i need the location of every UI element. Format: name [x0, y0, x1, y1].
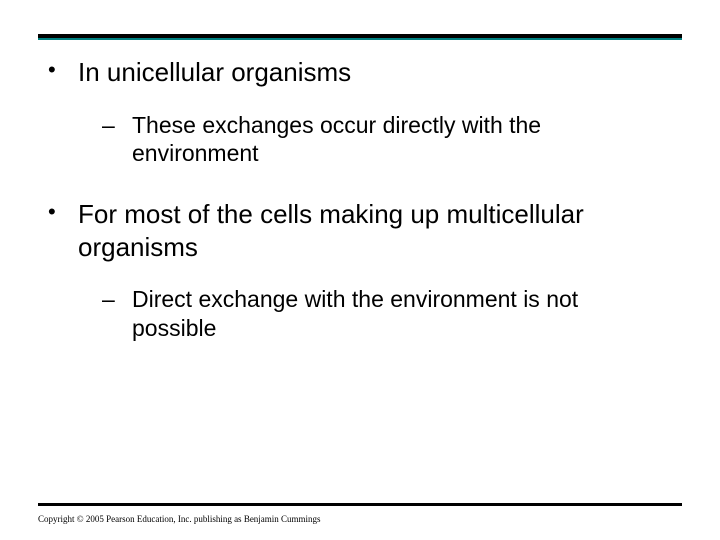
bullet-level1: • In unicellular organisms: [48, 56, 682, 89]
slide-content: • In unicellular organisms – These excha…: [38, 56, 682, 373]
copyright-text: Copyright © 2005 Pearson Education, Inc.…: [38, 514, 321, 524]
bottom-horizontal-rule: [38, 503, 682, 506]
bullet-level1: • For most of the cells making up multic…: [48, 198, 682, 263]
bullet-marker: –: [102, 285, 132, 343]
bullet-marker: •: [48, 56, 78, 89]
bullet-level2: – Direct exchange with the environment i…: [102, 285, 682, 343]
bullet-marker: –: [102, 111, 132, 169]
bullet-marker: •: [48, 198, 78, 263]
bullet-text: In unicellular organisms: [78, 56, 682, 89]
bullet-text: Direct exchange with the environment is …: [132, 285, 682, 343]
bullet-text: For most of the cells making up multicel…: [78, 198, 682, 263]
bullet-level2: – These exchanges occur directly with th…: [102, 111, 682, 169]
teal-underline: [38, 38, 682, 40]
bullet-text: These exchanges occur directly with the …: [132, 111, 682, 169]
